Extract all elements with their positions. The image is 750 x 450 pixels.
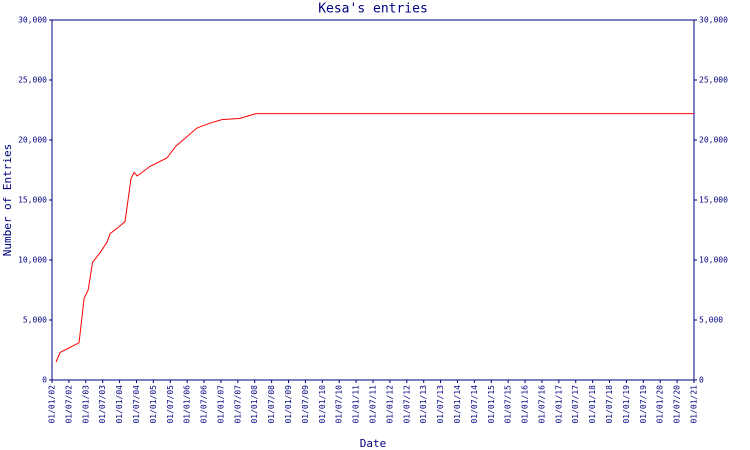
y2-tick-label: 5,000 xyxy=(699,316,723,325)
x-tick-label: 01/01/02 xyxy=(48,385,57,424)
x-tick-label: 01/07/13 xyxy=(436,385,445,424)
x-tick-label: 01/07/16 xyxy=(537,385,546,424)
x-tick-label: 01/01/09 xyxy=(284,385,293,424)
x-axis-label: Date xyxy=(360,437,387,450)
x-tick-label: 01/01/05 xyxy=(149,385,158,424)
y2-tick-label: 20,000 xyxy=(699,136,728,145)
x-tick-label: 01/01/03 xyxy=(81,385,90,424)
x-tick-label: 01/07/14 xyxy=(470,385,479,424)
x-tick-label: 01/07/12 xyxy=(402,385,411,424)
x-tick-label: 01/07/07 xyxy=(233,385,242,424)
y-tick-label: 25,000 xyxy=(18,76,47,85)
y-tick-label: 5,000 xyxy=(23,316,47,325)
x-tick-label: 01/07/15 xyxy=(504,385,513,424)
x-tick-label: 01/07/06 xyxy=(200,385,209,424)
y-tick-label: 15,000 xyxy=(18,196,47,205)
x-tick-label: 01/01/16 xyxy=(521,385,530,424)
x-tick-label: 01/01/18 xyxy=(588,385,597,424)
plot-frame xyxy=(51,19,695,381)
y2-tick-label: 10,000 xyxy=(699,256,728,265)
chart-title: Kesa's entries xyxy=(318,2,428,17)
x-tick-label: 01/07/09 xyxy=(301,385,310,424)
x-tick-label: 01/01/08 xyxy=(250,385,259,424)
y-tick-label: 30,000 xyxy=(18,16,47,25)
x-tick-label: 01/07/19 xyxy=(639,385,648,424)
x-tick-label: 01/07/04 xyxy=(132,385,141,424)
y-tick-label: 0 xyxy=(42,376,47,385)
x-tick-label: 01/01/13 xyxy=(419,385,428,424)
x-tick-label: 01/01/15 xyxy=(487,385,496,424)
x-tick-label: 01/01/11 xyxy=(352,385,361,424)
x-tick-label: 01/07/08 xyxy=(267,385,276,424)
x-tick-label: 01/01/17 xyxy=(554,385,563,424)
x-tick-label: 01/01/06 xyxy=(183,385,192,424)
y2-tick-label: 15,000 xyxy=(699,196,728,205)
x-tick-label: 01/01/12 xyxy=(385,385,394,424)
x-tick-label: 01/07/02 xyxy=(64,385,73,424)
y-axis-label: Number of Entries xyxy=(1,144,14,257)
x-tick-label: 01/01/19 xyxy=(622,385,631,424)
y-tick-label: 20,000 xyxy=(18,136,47,145)
x-tick-label: 01/01/07 xyxy=(216,385,225,424)
x-tick-label: 01/01/10 xyxy=(318,385,327,424)
y2-tick-label: 0 xyxy=(699,376,704,385)
x-tick-label: 01/07/03 xyxy=(98,385,107,424)
x-tick-label: 01/07/05 xyxy=(166,385,175,424)
x-tick-label: 01/01/04 xyxy=(115,385,124,424)
x-tick-label: 01/01/20 xyxy=(656,385,665,424)
x-tick-label: 01/07/17 xyxy=(571,385,580,424)
y2-tick-label: 30,000 xyxy=(699,16,728,25)
data-line xyxy=(55,113,694,363)
y-tick-label: 10,000 xyxy=(18,256,47,265)
x-tick-label: 01/07/20 xyxy=(673,385,682,424)
y2-tick-label: 25,000 xyxy=(699,76,728,85)
x-tick-label: 01/07/11 xyxy=(369,385,378,424)
x-tick-label: 01/07/18 xyxy=(605,385,614,424)
x-tick-label: 01/01/14 xyxy=(453,385,462,424)
x-tick-label: 01/07/10 xyxy=(335,385,344,424)
x-tick-label: 01/01/21 xyxy=(690,385,699,424)
